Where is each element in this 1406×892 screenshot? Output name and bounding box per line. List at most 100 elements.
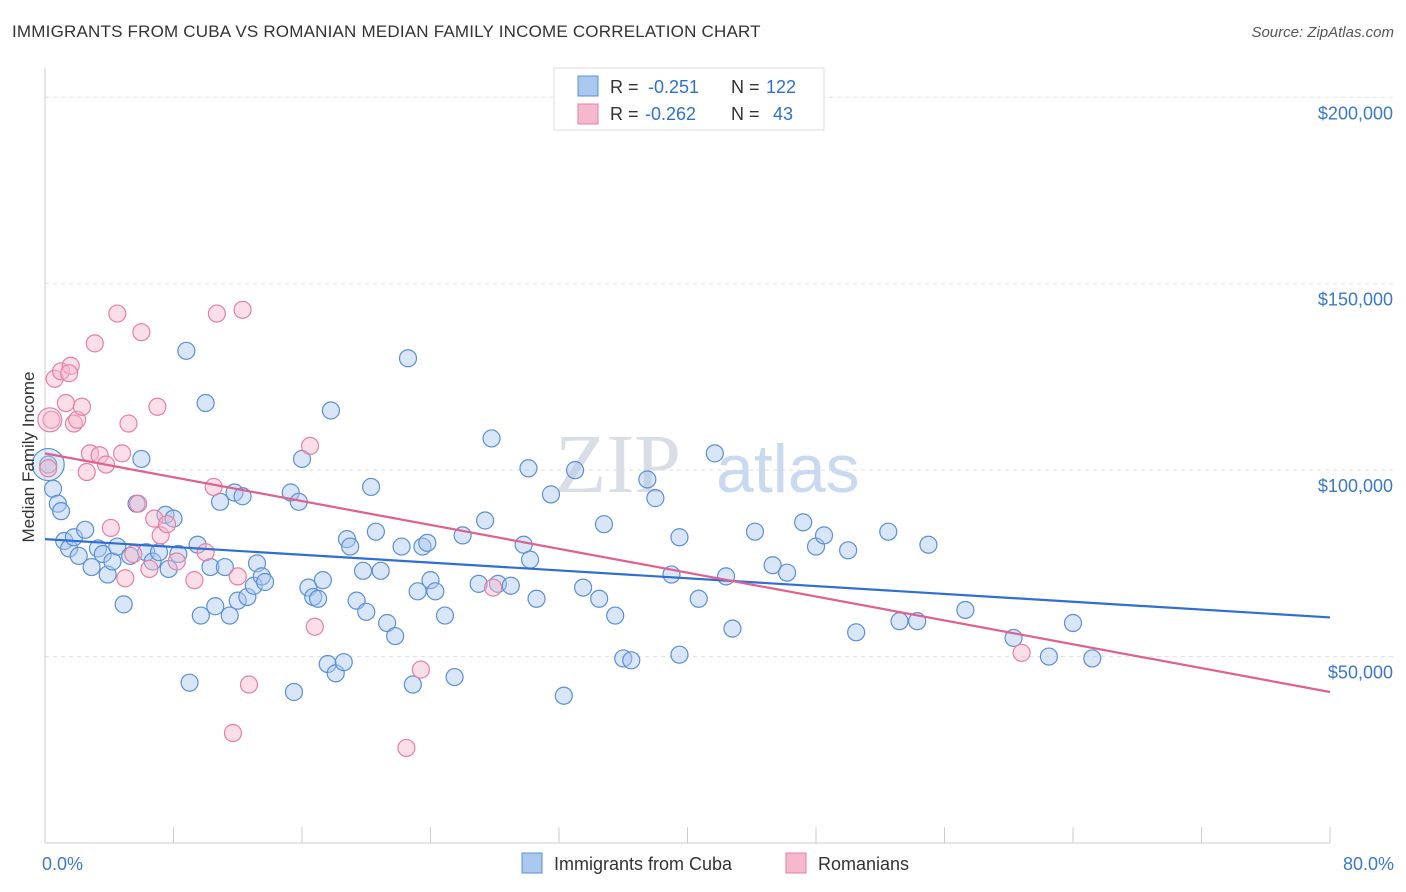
cuba-point	[93, 544, 112, 564]
cuba-point	[378, 613, 397, 633]
cuba-point	[341, 537, 360, 556]
cuba-point	[408, 582, 427, 601]
cuba-trend-line	[44, 538, 1331, 619]
cuba-point	[88, 539, 108, 558]
cuba-point	[482, 429, 501, 448]
y-tick-label: $100,000	[1318, 476, 1393, 496]
romanians-point	[59, 364, 79, 383]
cuba-point	[206, 597, 225, 616]
romanians-point	[140, 559, 159, 579]
bottom-legend-label-cuba: Immigrants from Cuba	[554, 854, 733, 874]
cuba-point	[421, 571, 440, 590]
cuba-point	[745, 522, 765, 541]
cuba-point	[392, 537, 411, 556]
romanians-trend-line	[44, 452, 1331, 694]
cuba-point	[215, 557, 234, 577]
trend-lines	[44, 452, 1331, 694]
cuba-point	[469, 574, 488, 593]
legend-n-label-2: N =	[731, 104, 760, 124]
cuba-point	[361, 477, 381, 497]
romanians-point	[204, 477, 223, 497]
romanians-point	[61, 356, 80, 375]
cuba-point	[169, 544, 188, 564]
cuba-point	[435, 606, 455, 625]
y-axis-label: Median Family Income	[19, 371, 38, 542]
romanians-point	[151, 526, 170, 545]
series-romanians-points	[37, 300, 1031, 758]
cuba-point	[670, 645, 689, 664]
cuba-point	[606, 606, 625, 625]
cuba-point	[371, 561, 390, 580]
y-tick-label: $150,000	[1318, 290, 1393, 310]
cuba-point	[76, 520, 95, 539]
cuba-point	[554, 686, 573, 705]
legend-n-value-1: 122	[766, 77, 796, 97]
romanians-point	[112, 444, 132, 463]
romanians-point-cluster	[37, 407, 63, 433]
romanians-point	[85, 334, 104, 353]
chart-title: IMMIGRANTS FROM CUBA VS ROMANIAN MEDIAN …	[12, 22, 761, 41]
watermark: ZIP atlas	[555, 418, 860, 511]
cuba-point	[814, 526, 834, 545]
romanians-point	[42, 410, 61, 429]
romanians-point	[484, 578, 503, 597]
cuba-point	[890, 612, 909, 631]
cuba-point	[847, 623, 866, 642]
cuba-point	[763, 556, 782, 575]
romanians-point	[300, 436, 320, 456]
cuba-point	[1039, 647, 1059, 666]
cuba-point	[132, 449, 151, 469]
y-tick-label: $50,000	[1328, 663, 1393, 683]
legend-n-value-2: 43	[773, 104, 793, 124]
cuba-point	[594, 515, 614, 534]
romanians-point	[39, 459, 58, 478]
y-tick-label: $200,000	[1318, 103, 1393, 123]
cuba-point	[334, 653, 353, 672]
cuba-point	[357, 602, 376, 621]
legend-n-label-1: N =	[731, 77, 760, 97]
x-tick-max: 80.0%	[1343, 854, 1394, 874]
bottom-legend-swatch-cuba	[521, 852, 543, 874]
romanians-point	[116, 569, 135, 588]
romanians-point	[223, 723, 243, 743]
romanians-point	[305, 617, 324, 636]
cuba-point	[445, 667, 464, 687]
cuba-point	[520, 550, 540, 569]
cuba-point	[238, 587, 257, 607]
cuba-point	[541, 485, 561, 504]
cuba-point	[705, 444, 724, 463]
cuba-point	[426, 582, 445, 601]
cuba-point	[292, 449, 312, 469]
cuba-point	[527, 589, 546, 608]
cuba-point	[573, 578, 593, 597]
cuba-point	[794, 513, 813, 532]
cuba-point	[398, 349, 418, 368]
legend-swatch-pink	[577, 103, 599, 125]
legend-r-value-2: -0.262	[645, 104, 696, 124]
cuba-point	[919, 535, 938, 554]
cuba-point	[403, 675, 422, 694]
legend-r-label-1: R =	[610, 77, 639, 97]
source-note: Source: ZipAtlas.com	[1251, 24, 1394, 41]
cuba-point	[255, 572, 275, 592]
cuba-point	[386, 626, 405, 646]
cuba-point	[252, 567, 271, 586]
cuba-point	[180, 673, 199, 692]
cuba-point	[501, 576, 520, 595]
romanians-point	[207, 304, 226, 323]
cuba-point	[956, 600, 975, 620]
cuba-point	[839, 541, 858, 560]
cuba-point	[716, 567, 736, 586]
romanians-point	[101, 518, 120, 538]
romanians-point	[132, 323, 151, 342]
bottom-legend-label-romanians: Romanians	[818, 854, 909, 874]
axes	[44, 68, 1331, 844]
correlation-legend: R = -0.251 N = 122 R = -0.262 N = 43	[553, 67, 825, 131]
cuba-point	[51, 502, 71, 521]
cuba-point	[196, 393, 215, 413]
series-cuba-points	[31, 341, 1102, 705]
cuba-point	[638, 470, 657, 489]
romanians-point	[228, 567, 247, 586]
watermark-zip: ZIP	[555, 418, 681, 511]
